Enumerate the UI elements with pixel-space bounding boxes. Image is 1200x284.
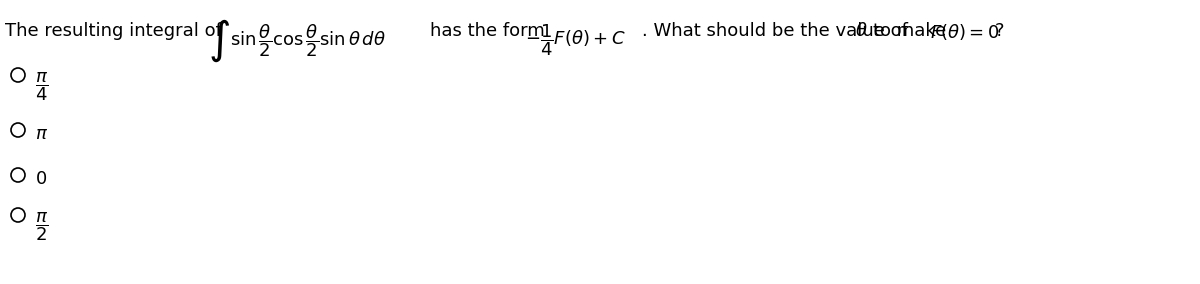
Text: . What should be the value of: . What should be the value of — [642, 22, 908, 40]
Text: $0$: $0$ — [35, 170, 47, 188]
Text: $\pi$: $\pi$ — [35, 125, 48, 143]
Text: $F(\theta)=0$: $F(\theta)=0$ — [930, 22, 1000, 42]
Text: The resulting integral of: The resulting integral of — [5, 22, 222, 40]
Text: $\dfrac{\pi}{4}$: $\dfrac{\pi}{4}$ — [35, 70, 48, 103]
Text: ?: ? — [995, 22, 1004, 40]
Text: $\theta$: $\theta$ — [854, 22, 868, 40]
Text: $\sin\dfrac{\theta}{2}\cos\dfrac{\theta}{2}\sin\theta\,d\theta$: $\sin\dfrac{\theta}{2}\cos\dfrac{\theta}… — [230, 22, 386, 59]
Text: $-\dfrac{1}{4}F(\theta)+C$: $-\dfrac{1}{4}F(\theta)+C$ — [526, 22, 626, 58]
Text: to make: to make — [874, 22, 947, 40]
Text: $\int$: $\int$ — [208, 18, 230, 64]
Text: has the form: has the form — [430, 22, 545, 40]
Text: $\dfrac{\pi}{2}$: $\dfrac{\pi}{2}$ — [35, 210, 48, 243]
